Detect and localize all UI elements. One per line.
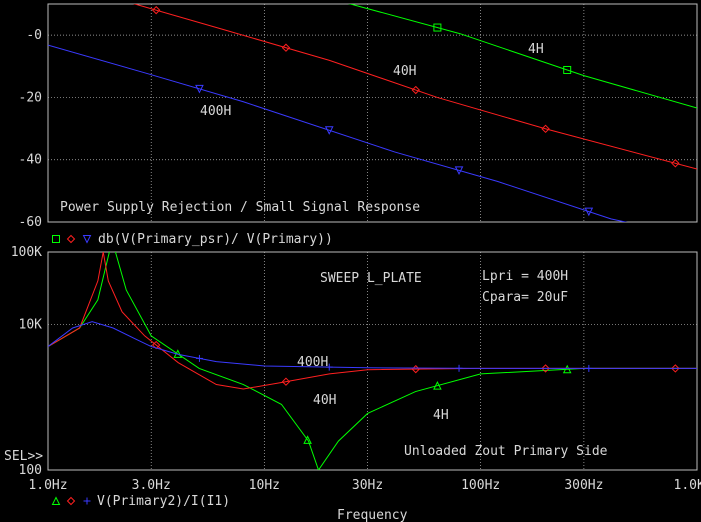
series-line-4h [48, 252, 697, 470]
y-tick-label: -20 [19, 90, 42, 105]
series-marker-40h [151, 5, 161, 15]
series-marker-40h [541, 364, 550, 373]
lpri-label: Lpri = 400H [482, 269, 568, 284]
series-marker-400h [584, 207, 594, 217]
clipped-series [48, 4, 697, 222]
series-line-400h [48, 321, 697, 369]
series-marker-400h [195, 354, 203, 362]
bottom-annotation-4h: 4H [433, 408, 449, 423]
series-line-4h [347, 4, 697, 109]
series-line-400h [48, 44, 628, 222]
bottom-annotation-400h: 400H [297, 355, 328, 370]
y-tick-label: 100 [19, 463, 42, 478]
bottom-plot-grid [47, 251, 698, 471]
top-annotation-400h: 400H [200, 104, 231, 119]
series-marker-4h [433, 23, 442, 32]
cpara-label: Cpara= 20uF [482, 290, 568, 305]
series-marker-400h [325, 363, 333, 371]
sel-marker: SEL>> [4, 449, 43, 464]
series-line-40h [132, 4, 697, 170]
clipped-series [48, 252, 697, 470]
y-tick-label: -40 [19, 153, 42, 168]
series-marker-400h [324, 126, 334, 135]
series-marker-40h [281, 377, 291, 386]
top-annotation-4h: 4H [528, 42, 544, 57]
series-marker-40h [151, 340, 161, 350]
x-tick-label: 1.0Hz [28, 478, 67, 493]
x-tick-label: 10Hz [249, 478, 280, 493]
y-tick-label: 100K [11, 245, 42, 260]
series-line-40h [48, 252, 697, 390]
series-marker-4h [303, 435, 312, 444]
series-marker-40h [411, 85, 420, 95]
x-tick-label: 3.0Hz [132, 478, 171, 493]
y-tick-label: -60 [19, 215, 42, 230]
legend-plus-marker [83, 497, 91, 505]
top-annotation-40h: 40H [393, 64, 416, 79]
bottom-plot-title: Unloaded Zout Primary Side [404, 444, 608, 459]
x-tick-label: 1.0KHz [674, 478, 701, 493]
series-marker-400h [455, 364, 463, 372]
bottom-legend [51, 496, 91, 506]
legend-diamond-marker [66, 234, 76, 244]
sweep-label: SWEEP L_PLATE [320, 271, 422, 286]
top-legend [52, 234, 92, 244]
series-marker-4h [433, 381, 442, 390]
series-marker-400h [195, 84, 204, 94]
x-tick-label: 30Hz [352, 478, 383, 493]
series-marker-400h [585, 364, 593, 372]
bottom-plot-series [48, 252, 697, 470]
legend-square-marker [52, 235, 60, 243]
series-marker-40h [671, 159, 680, 168]
top-plot-grid [47, 3, 698, 223]
legend-triangle-marker [51, 496, 61, 505]
series-marker-40h [671, 364, 680, 373]
y-tick-label: 10K [19, 318, 43, 333]
series-marker-40h [541, 124, 550, 134]
legend-triangle-marker [82, 235, 92, 244]
bottom-annotation-40h: 40H [313, 393, 336, 408]
x-axis-label: Frequency [337, 508, 408, 522]
x-tick-label: 100Hz [461, 478, 500, 493]
y-tick-label: -0 [26, 28, 42, 43]
series-marker-400h [454, 166, 464, 176]
series-marker-40h [281, 43, 291, 52]
series-marker-4h [562, 364, 572, 374]
series-marker-4h [563, 65, 572, 74]
legend-diamond-marker [66, 496, 76, 506]
bottom-legend-text: V(Primary2)/I(I1) [97, 494, 230, 509]
x-tick-label: 300Hz [564, 478, 603, 493]
top-plot-series [48, 4, 697, 222]
top-plot-title: Power Supply Rejection / Small Signal Re… [60, 200, 420, 215]
top-legend-text: db(V(Primary_psr)/ V(Primary)) [98, 232, 333, 247]
